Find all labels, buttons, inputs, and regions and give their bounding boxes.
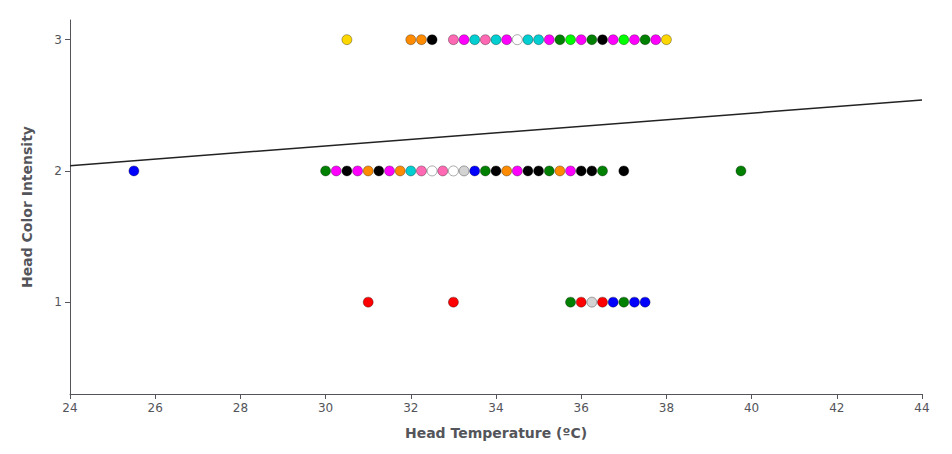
svg-text:1: 1 (54, 295, 62, 309)
svg-text:3: 3 (54, 33, 62, 47)
svg-text:42: 42 (829, 401, 844, 415)
svg-text:30: 30 (318, 401, 333, 415)
svg-text:Head Temperature (ºC): Head Temperature (ºC) (405, 425, 587, 441)
svg-text:44: 44 (914, 401, 929, 415)
svg-text:34: 34 (488, 401, 503, 415)
svg-text:28: 28 (233, 401, 248, 415)
svg-text:26: 26 (148, 401, 163, 415)
svg-text:32: 32 (403, 401, 418, 415)
svg-text:24: 24 (62, 401, 77, 415)
svg-text:38: 38 (659, 401, 674, 415)
svg-text:36: 36 (574, 401, 589, 415)
svg-text:40: 40 (744, 401, 759, 415)
svg-text:2: 2 (54, 164, 62, 178)
svg-text:Head Color Intensity: Head Color Intensity (19, 126, 35, 288)
